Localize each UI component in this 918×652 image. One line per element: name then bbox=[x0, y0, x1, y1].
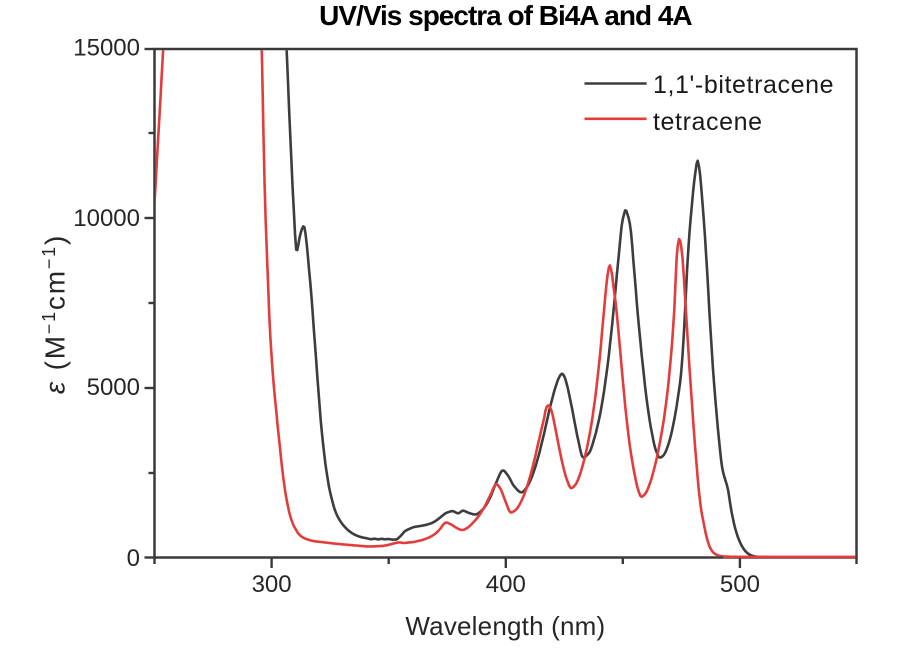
svg-text:Wavelength (nm): Wavelength (nm) bbox=[405, 611, 605, 641]
svg-text:ε (M−1cm−1): ε (M−1cm−1) bbox=[39, 234, 71, 394]
svg-text:0: 0 bbox=[127, 545, 140, 572]
svg-text:10000: 10000 bbox=[73, 205, 140, 232]
svg-text:1,1'-bitetracene: 1,1'-bitetracene bbox=[653, 71, 834, 99]
svg-text:tetracene: tetracene bbox=[653, 108, 763, 136]
svg-text:500: 500 bbox=[720, 571, 760, 598]
svg-text:UV/Vis spectra of Bi4A and 4A: UV/Vis spectra of Bi4A and 4A bbox=[319, 0, 692, 31]
svg-text:400: 400 bbox=[486, 571, 526, 598]
svg-text:300: 300 bbox=[252, 571, 292, 598]
svg-text:15000: 15000 bbox=[73, 35, 140, 62]
svg-text:5000: 5000 bbox=[87, 374, 140, 401]
